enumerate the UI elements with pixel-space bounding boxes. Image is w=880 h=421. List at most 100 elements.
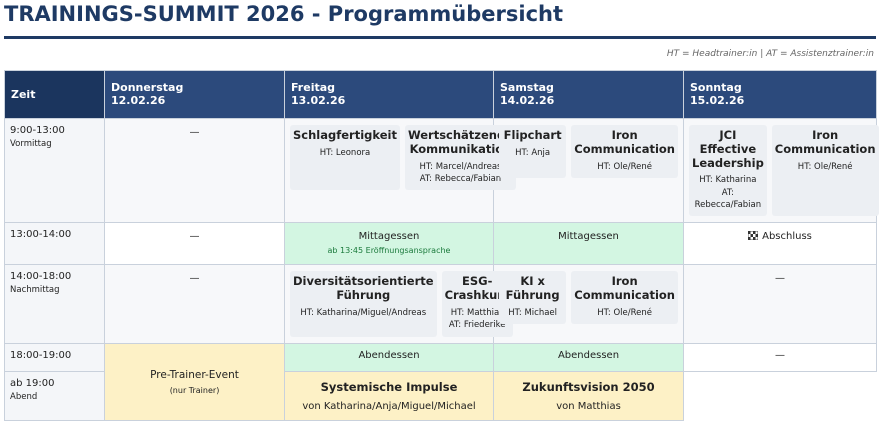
session: Wertschätzende Kommunikation HT: Marcel/A…	[404, 125, 517, 191]
session: Iron Communication HT: Ole/René	[571, 271, 678, 325]
time-cell: ab 19:00 Abend	[4, 370, 105, 421]
time: 13:00-14:00	[10, 229, 72, 241]
event-title: Systemische Impulse	[320, 379, 458, 394]
row: 9:00-13:00 Vormittag — Schlagfertigkeit HT…	[4, 117, 879, 224]
trainer: HT: Anja	[515, 147, 551, 158]
rect	[753, 237, 756, 241]
row: 14:00-18:00 Nachmittag — Diversitätsorien…	[4, 264, 877, 344]
title-rule	[4, 36, 876, 39]
column-header: Samstag 14.02.26	[493, 70, 684, 119]
sessions: Schlagfertigkeit HT: Leonora Wertschätzen…	[285, 119, 517, 196]
speakers: von Katharina/Anja/Miguel/Michael	[302, 400, 476, 412]
time: ab 19:00	[10, 377, 55, 389]
rect	[750, 234, 754, 238]
cell: Schlagfertigkeit HT: Leonora Wertschätzen…	[284, 117, 517, 224]
date: 13.02.26	[291, 94, 346, 107]
event-title: Pre-Trainer-Event	[150, 368, 239, 381]
sessions: JCI Effective Leadership HT: Katharina AT:…	[684, 119, 879, 222]
cell: —	[683, 342, 877, 372]
tbody: Zeit Donnerstag 12.02.26 Freitag 13.02.26 …	[4, 70, 879, 421]
note: (nur Trainer)	[169, 385, 220, 395]
page-title: TRAININGS-SUMMIT 2026 - Programmübersich…	[4, 2, 564, 26]
cell: Abendessen	[284, 342, 494, 372]
rect	[753, 231, 756, 235]
meal: Mittagessen	[558, 231, 619, 243]
session-title: KI x Führung	[505, 274, 560, 303]
cell: Abendessen	[493, 342, 684, 372]
date: 15.02.26	[690, 94, 745, 107]
column-header: Zeit	[4, 70, 105, 119]
speakers: von Matthias	[556, 400, 621, 412]
cell: —	[683, 264, 877, 344]
session-title: Diversitätsorientierte Führung	[293, 274, 434, 303]
session-title: Flipchart	[503, 128, 562, 142]
sessions: Diversitätsorientierte Führung HT: Kathar…	[285, 265, 513, 342]
header-row: Zeit Donnerstag 12.02.26 Freitag 13.02.26 …	[4, 70, 877, 119]
session-title: ESG-Crashkurs	[444, 274, 510, 303]
time-cell: 18:00-19:00	[4, 342, 105, 372]
cell: Flipchart HT: Anja Iron Communication HT: …	[493, 117, 684, 224]
trainer: AT: Rebecca/Fabian	[419, 173, 502, 184]
time: 18:00-19:00	[10, 349, 72, 361]
session: Iron Communication HT: Ole/René	[771, 125, 879, 217]
flag-icon	[747, 230, 759, 241]
day: Sonntag	[690, 81, 742, 94]
cell: Abschluss	[683, 222, 877, 266]
session: Schlagfertigkeit HT: Leonora	[290, 125, 400, 191]
session: Iron Communication HT: Ole/René	[571, 125, 678, 178]
trainer: HT: Matthias	[450, 307, 504, 318]
session-title: Iron Communication	[774, 128, 876, 156]
day: Freitag	[291, 81, 336, 94]
cell	[683, 371, 877, 421]
cell: —	[104, 117, 285, 224]
column-header: Donnerstag 12.02.26	[104, 70, 285, 119]
sessions: Flipchart HT: Anja Iron Communication HT: …	[494, 119, 683, 184]
rect	[755, 234, 759, 238]
event-title: Zukunftsvision 2050	[522, 379, 655, 394]
sessions: KI x Führung HT: Michael Iron Communicati…	[494, 265, 683, 330]
session-title: JCI Effective Leadership	[692, 128, 764, 170]
day: Donnerstag	[111, 81, 184, 94]
session: JCI Effective Leadership HT: Katharina AT:…	[689, 125, 767, 217]
note: ab 13:45 Eröffnungsansprache	[327, 246, 451, 256]
time-cell: 13:00-14:00	[4, 222, 105, 266]
session-title: Iron Communication	[574, 128, 675, 156]
cell: —	[104, 264, 285, 344]
trainer: HT: Katharina/Miguel/Andreas	[300, 307, 427, 318]
time: 9:00-13:00	[10, 125, 65, 136]
period: Vormittag	[10, 139, 52, 149]
trainer: HT: Ole/René	[597, 161, 652, 172]
cell: JCI Effective Leadership HT: Katharina AT:…	[683, 117, 879, 224]
page: {"header":{"title":"TRAININGS-SUMMIT 202…	[4, 2, 879, 421]
session: Flipchart HT: Anja	[499, 125, 567, 178]
cell: Systemische Impulse von Katharina/Anja/Mi…	[284, 370, 494, 421]
period: Abend	[10, 391, 38, 402]
cell: Diversitätsorientierte Führung HT: Kathar…	[284, 264, 513, 344]
session: Diversitätsorientierte Führung HT: Kathar…	[290, 271, 437, 337]
cell: Pre-Trainer-Event (nur Trainer)	[104, 342, 285, 421]
date: 12.02.26	[111, 94, 166, 107]
trainer: AT: Rebecca/Fabian	[694, 187, 762, 211]
trainer: HT: Leonora	[319, 147, 371, 158]
legend: HT = Headtrainer:in | AT = Assistenztrai…	[666, 49, 874, 59]
closing: Abschluss	[762, 231, 812, 243]
time: 14:00-18:00	[10, 271, 72, 283]
date: 14.02.26	[500, 94, 555, 107]
rect	[748, 237, 751, 241]
time-cell: 9:00-13:00 Vormittag	[4, 117, 105, 224]
column-header: Sonntag 15.02.26	[683, 70, 877, 119]
day: Samstag	[500, 81, 554, 94]
cell: Mittagessen ab 13:45 Eröffnungsansprache	[284, 222, 494, 266]
cell: Mittagessen	[493, 222, 684, 266]
cell: —	[104, 222, 285, 266]
session-title: Iron Communication	[574, 274, 675, 303]
rect	[748, 231, 751, 235]
meal: Mittagessen	[358, 231, 420, 243]
trainer: HT: Ole/René	[597, 307, 652, 318]
trainer: HT: Ole/René	[797, 161, 853, 172]
trainer: HT: Marcel/Andreas	[419, 161, 502, 172]
row: 18:00-19:00 Pre-Trainer-Event (nur Traine…	[4, 342, 877, 421]
trainer: AT: Friederike	[448, 320, 506, 331]
trainer: HT: Katharina	[699, 175, 757, 186]
session-title: Schlagfertigkeit	[293, 128, 397, 142]
